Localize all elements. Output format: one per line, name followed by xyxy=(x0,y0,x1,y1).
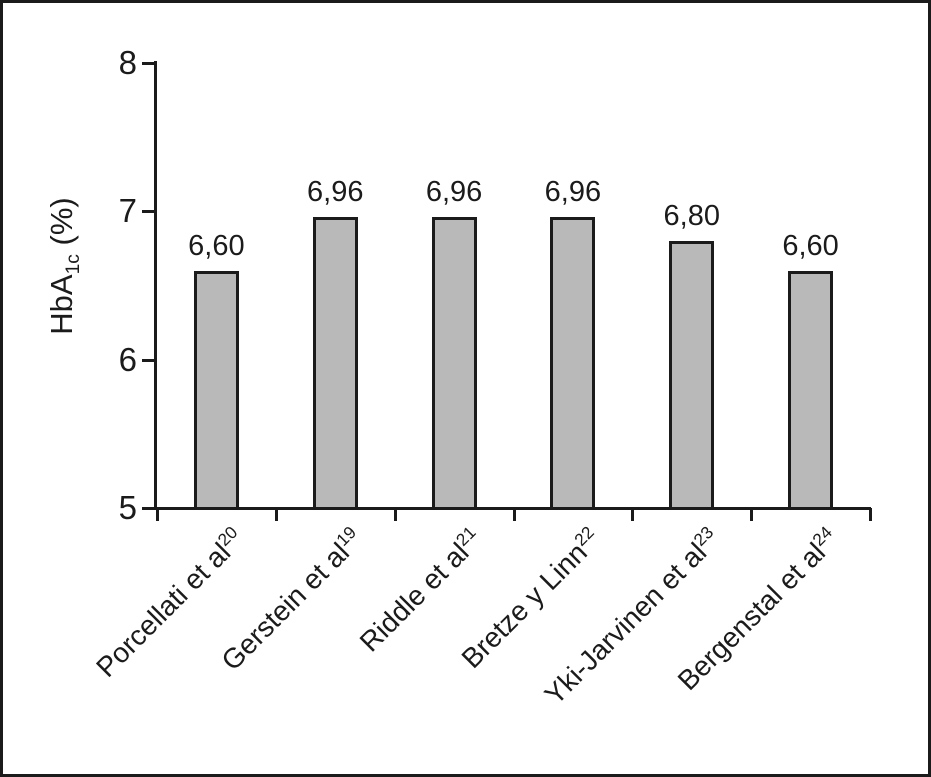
x-category-label-text: Riddle et al xyxy=(353,536,475,658)
bar xyxy=(550,217,596,510)
bar-value-label: 6,60 xyxy=(782,229,839,262)
bar-value-label: 6,96 xyxy=(425,176,483,209)
bar-value-label: 6,96 xyxy=(307,176,364,209)
bar-value-label: 6,80 xyxy=(663,200,720,232)
y-tick xyxy=(142,210,154,214)
bar xyxy=(669,241,715,510)
y-tick xyxy=(142,507,154,510)
plot-area: 5 6 7 8 6,60 Porcellati et al20 6,96 Gerstein e… xyxy=(3,3,928,774)
bar-value-label: 6,60 xyxy=(188,229,245,262)
x-tick xyxy=(512,508,516,521)
y-tick-label: 6 xyxy=(118,340,137,378)
y-axis-title-base: HbA xyxy=(44,274,79,335)
y-axis-line xyxy=(154,61,157,510)
y-axis-title-subscript: 1c xyxy=(63,254,85,275)
x-tick xyxy=(631,508,635,521)
x-tick xyxy=(274,508,278,521)
x-tick xyxy=(750,508,754,521)
y-axis-title: HbA1c (%) xyxy=(44,197,84,335)
y-tick xyxy=(142,62,154,65)
y-tick xyxy=(142,358,154,362)
bar xyxy=(312,217,358,510)
y-axis-title-suffix: (%) xyxy=(44,197,79,255)
y-tick-label: 5 xyxy=(118,489,137,526)
y-tick-label: 8 xyxy=(118,44,137,81)
bar xyxy=(788,270,834,510)
x-tick xyxy=(393,508,397,521)
bar xyxy=(431,217,477,510)
x-tick xyxy=(869,508,872,521)
x-category-label-text: Porcellati et al xyxy=(90,536,237,683)
bar-value-label: 6,96 xyxy=(544,176,602,209)
y-tick-label: 7 xyxy=(118,192,137,230)
bar xyxy=(193,270,239,510)
x-tick xyxy=(156,508,159,521)
